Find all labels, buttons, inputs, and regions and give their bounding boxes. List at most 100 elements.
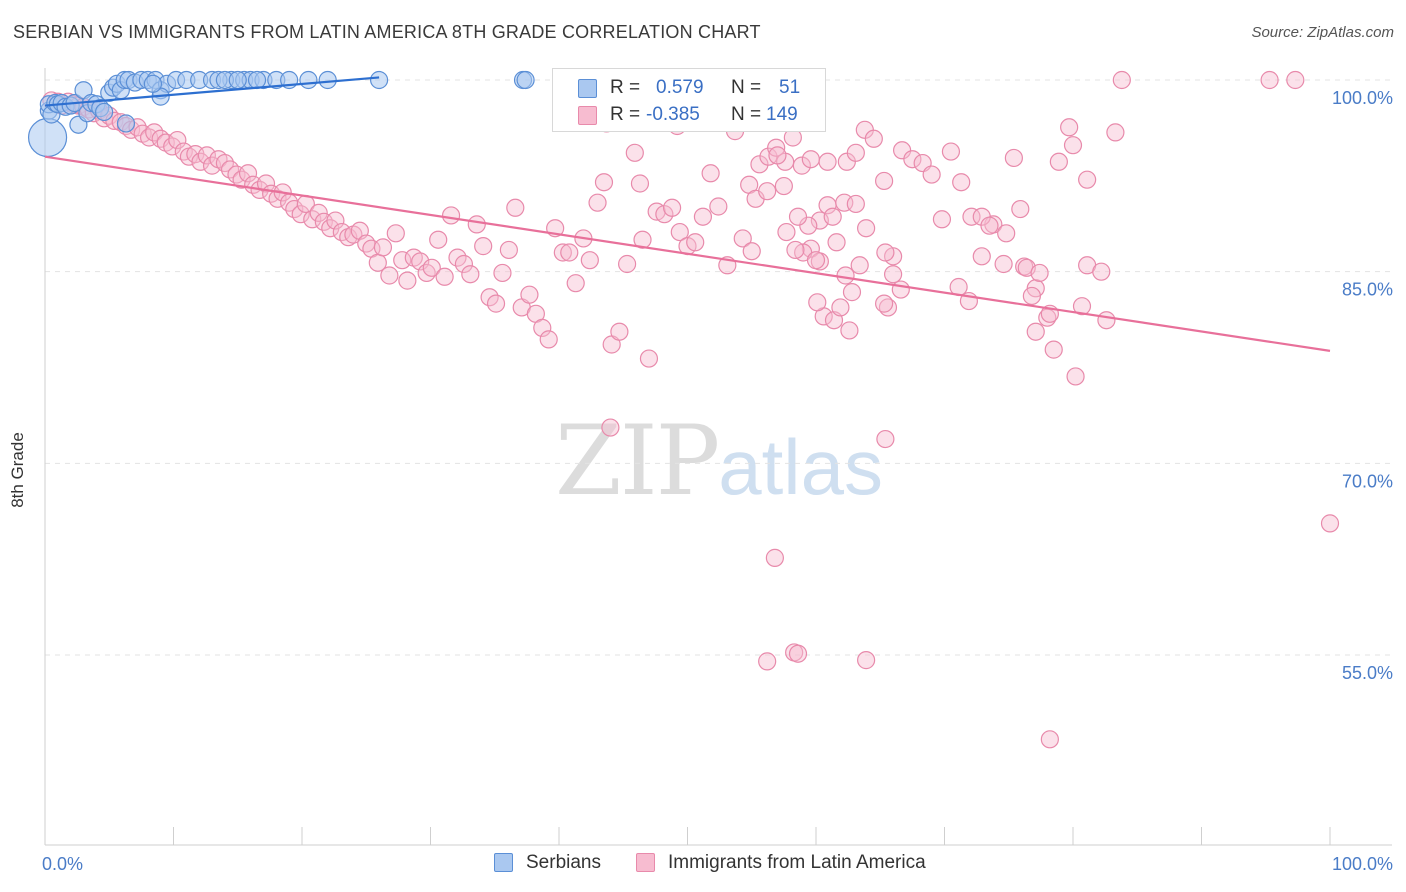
data-point-latin <box>1022 286 1041 306</box>
data-point-latin <box>836 266 855 285</box>
data-point-latin <box>767 138 786 157</box>
data-point-latin <box>566 274 585 293</box>
data-point-latin <box>580 251 599 270</box>
watermark-atlas: atlas <box>718 423 883 511</box>
data-point-latin <box>386 224 405 243</box>
data-point-latin <box>1040 730 1059 749</box>
data-point-latin <box>461 265 480 284</box>
r-label: R = <box>610 77 641 98</box>
data-point-latin <box>380 266 399 285</box>
data-point-latin <box>326 211 345 230</box>
data-point-latin <box>835 193 854 212</box>
data-point-latin <box>467 215 486 234</box>
chart-title: SERBIAN VS IMMIGRANTS FROM LATIN AMERICA… <box>13 22 761 42</box>
data-point-latin <box>1004 148 1023 168</box>
data-point-latin <box>1286 70 1305 90</box>
data-point-latin <box>662 198 682 217</box>
r-value-latin: -0.385 <box>646 104 700 125</box>
data-point-latin <box>139 128 159 147</box>
x-tick-label-max: 100.0% <box>1332 854 1393 874</box>
data-point-latin <box>891 280 910 299</box>
data-point-latin <box>1078 170 1097 189</box>
data-point-latin <box>765 548 784 567</box>
data-point-serbian <box>247 70 267 90</box>
data-point-latin <box>429 230 448 249</box>
data-point-latin <box>823 207 842 226</box>
data-point-latin <box>742 242 761 261</box>
data-point-serbian <box>516 70 535 90</box>
r-label: R = <box>610 104 641 125</box>
data-point-latin <box>1072 297 1092 316</box>
n-label: N = <box>731 104 762 125</box>
data-point-latin <box>733 229 752 248</box>
data-point-latin <box>174 142 193 161</box>
data-point-latin <box>827 233 846 252</box>
data-point-latin <box>454 254 474 274</box>
data-point-serbian <box>27 117 68 158</box>
trend-line-serbian <box>44 76 380 107</box>
latin-swatch <box>636 853 655 872</box>
y-tick-label: 100.0% <box>1332 88 1393 108</box>
data-point-latin <box>857 219 876 238</box>
data-point-latin <box>1044 340 1063 359</box>
y-tick-label: 85.0% <box>1342 280 1393 300</box>
data-point-latin <box>980 216 999 235</box>
data-point-latin <box>693 207 713 226</box>
latin-swatch <box>578 106 597 125</box>
data-point-latin <box>1097 311 1116 330</box>
data-point-latin <box>864 129 883 148</box>
data-point-latin <box>758 182 777 201</box>
legend-label-latin: Immigrants from Latin America <box>668 852 926 873</box>
data-point-latin <box>1063 136 1083 155</box>
data-point-latin <box>850 256 869 275</box>
y-tick-label: 55.0% <box>1342 663 1393 683</box>
latin-america-points <box>42 70 1340 749</box>
data-point-latin <box>892 141 912 160</box>
data-point-serbian <box>143 74 163 93</box>
data-point-latin <box>1112 70 1131 90</box>
data-point-latin <box>1049 152 1068 171</box>
data-point-latin <box>506 198 525 217</box>
data-point-latin <box>168 130 187 150</box>
data-point-serbian <box>370 70 389 90</box>
data-point-latin <box>701 164 720 183</box>
data-point-latin <box>808 293 827 312</box>
data-point-latin <box>846 194 865 214</box>
data-point-latin <box>709 197 728 216</box>
data-point-latin <box>256 174 276 193</box>
serbians-swatch <box>578 79 597 98</box>
data-point-latin <box>588 193 607 212</box>
data-point-latin <box>197 146 217 165</box>
data-point-latin <box>1030 263 1049 283</box>
data-point-latin <box>686 233 705 252</box>
data-point-latin <box>417 263 436 283</box>
data-point-serbian <box>299 70 318 90</box>
data-point-latin <box>435 267 454 286</box>
data-point-latin <box>633 230 652 249</box>
data-point-latin <box>291 205 310 224</box>
data-point-latin <box>842 283 862 302</box>
legend-row-latin: R = -0.385 N = 149 <box>553 101 825 129</box>
data-point-latin <box>533 318 552 337</box>
data-point-latin <box>411 252 430 271</box>
data-point-latin <box>1320 514 1340 533</box>
data-point-latin <box>610 322 629 341</box>
data-point-latin <box>788 644 808 663</box>
data-point-latin <box>758 652 777 671</box>
r-value-serbians: 0.579 <box>656 77 704 98</box>
data-point-latin <box>499 240 518 260</box>
x-tick-label-min: 0.0% <box>42 854 83 874</box>
data-point-latin <box>932 210 952 229</box>
data-point-latin <box>474 237 493 256</box>
data-point-latin <box>857 651 876 670</box>
data-point-latin <box>876 243 895 262</box>
watermark: ZIPatlas <box>555 405 883 517</box>
data-point-latin <box>630 174 650 193</box>
data-point-latin <box>398 271 417 290</box>
data-point-latin <box>1011 199 1030 219</box>
data-point-latin <box>1106 123 1125 142</box>
data-point-latin <box>875 294 894 313</box>
data-point-latin <box>786 240 805 260</box>
n-label: N = <box>731 77 762 98</box>
data-point-latin <box>831 298 850 317</box>
